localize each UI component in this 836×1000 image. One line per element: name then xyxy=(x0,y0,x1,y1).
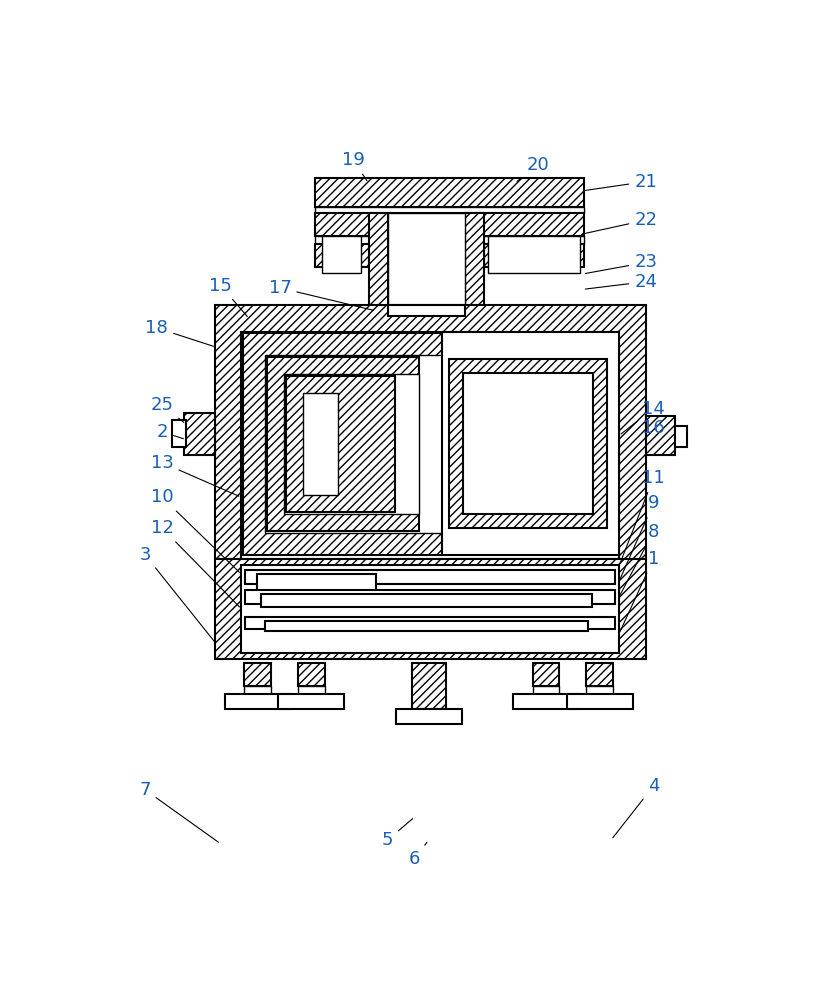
Text: 14: 14 xyxy=(620,400,664,434)
Bar xyxy=(183,413,214,455)
Bar xyxy=(441,332,618,555)
Bar xyxy=(245,570,614,584)
Text: 2: 2 xyxy=(156,423,183,441)
Bar xyxy=(245,590,614,604)
Bar xyxy=(278,694,344,709)
Text: 22: 22 xyxy=(584,211,656,233)
Bar xyxy=(314,207,584,213)
Bar xyxy=(532,663,558,686)
Bar xyxy=(303,393,337,495)
Bar xyxy=(314,178,584,207)
Text: 1: 1 xyxy=(619,550,658,632)
Bar xyxy=(172,420,186,447)
Text: 6: 6 xyxy=(409,842,426,868)
Bar xyxy=(214,305,645,559)
Text: 17: 17 xyxy=(268,279,373,310)
Bar xyxy=(532,686,558,694)
Bar xyxy=(298,663,324,686)
Bar xyxy=(241,565,618,653)
Text: 3: 3 xyxy=(140,546,214,641)
Bar xyxy=(322,236,360,273)
Bar xyxy=(387,305,464,316)
Text: 25: 25 xyxy=(150,396,184,422)
Text: 19: 19 xyxy=(341,151,366,181)
Text: 23: 23 xyxy=(584,253,656,273)
Text: 10: 10 xyxy=(150,488,239,572)
Bar xyxy=(567,694,632,709)
Bar xyxy=(586,686,613,694)
Bar xyxy=(449,359,606,528)
Bar xyxy=(368,213,387,309)
Bar xyxy=(243,686,270,694)
Bar xyxy=(314,236,584,244)
Bar xyxy=(314,213,584,236)
Bar xyxy=(283,374,418,514)
Bar xyxy=(645,416,674,455)
Bar xyxy=(462,373,593,514)
Text: 11: 11 xyxy=(619,469,664,564)
Text: 13: 13 xyxy=(150,454,238,496)
Bar xyxy=(298,686,324,694)
Bar xyxy=(387,213,464,309)
Bar xyxy=(260,594,591,607)
Text: 5: 5 xyxy=(381,819,412,849)
Bar xyxy=(245,617,614,629)
Text: 24: 24 xyxy=(584,273,656,291)
Bar xyxy=(674,426,686,447)
Bar xyxy=(243,663,270,686)
Bar xyxy=(241,332,618,559)
Bar xyxy=(411,663,446,709)
Text: 16: 16 xyxy=(641,419,664,443)
Bar xyxy=(487,236,579,273)
Bar xyxy=(242,333,441,555)
Bar xyxy=(286,376,395,512)
Bar xyxy=(214,559,645,659)
Bar xyxy=(512,694,578,709)
Bar xyxy=(314,244,368,267)
Text: 12: 12 xyxy=(150,519,239,607)
Text: 4: 4 xyxy=(612,777,659,838)
Bar xyxy=(395,709,461,724)
Bar xyxy=(464,213,483,309)
Text: 15: 15 xyxy=(209,277,247,317)
Text: 9: 9 xyxy=(619,494,659,579)
Bar xyxy=(257,574,375,591)
Bar xyxy=(483,244,584,267)
Bar xyxy=(264,355,441,533)
Text: 8: 8 xyxy=(619,523,658,595)
Text: 21: 21 xyxy=(584,173,656,191)
Bar xyxy=(224,694,289,709)
Text: 7: 7 xyxy=(140,781,218,842)
Bar xyxy=(267,357,418,531)
Bar xyxy=(264,620,587,631)
Text: 20: 20 xyxy=(517,156,548,181)
Bar xyxy=(586,663,613,686)
Text: 18: 18 xyxy=(145,319,213,346)
